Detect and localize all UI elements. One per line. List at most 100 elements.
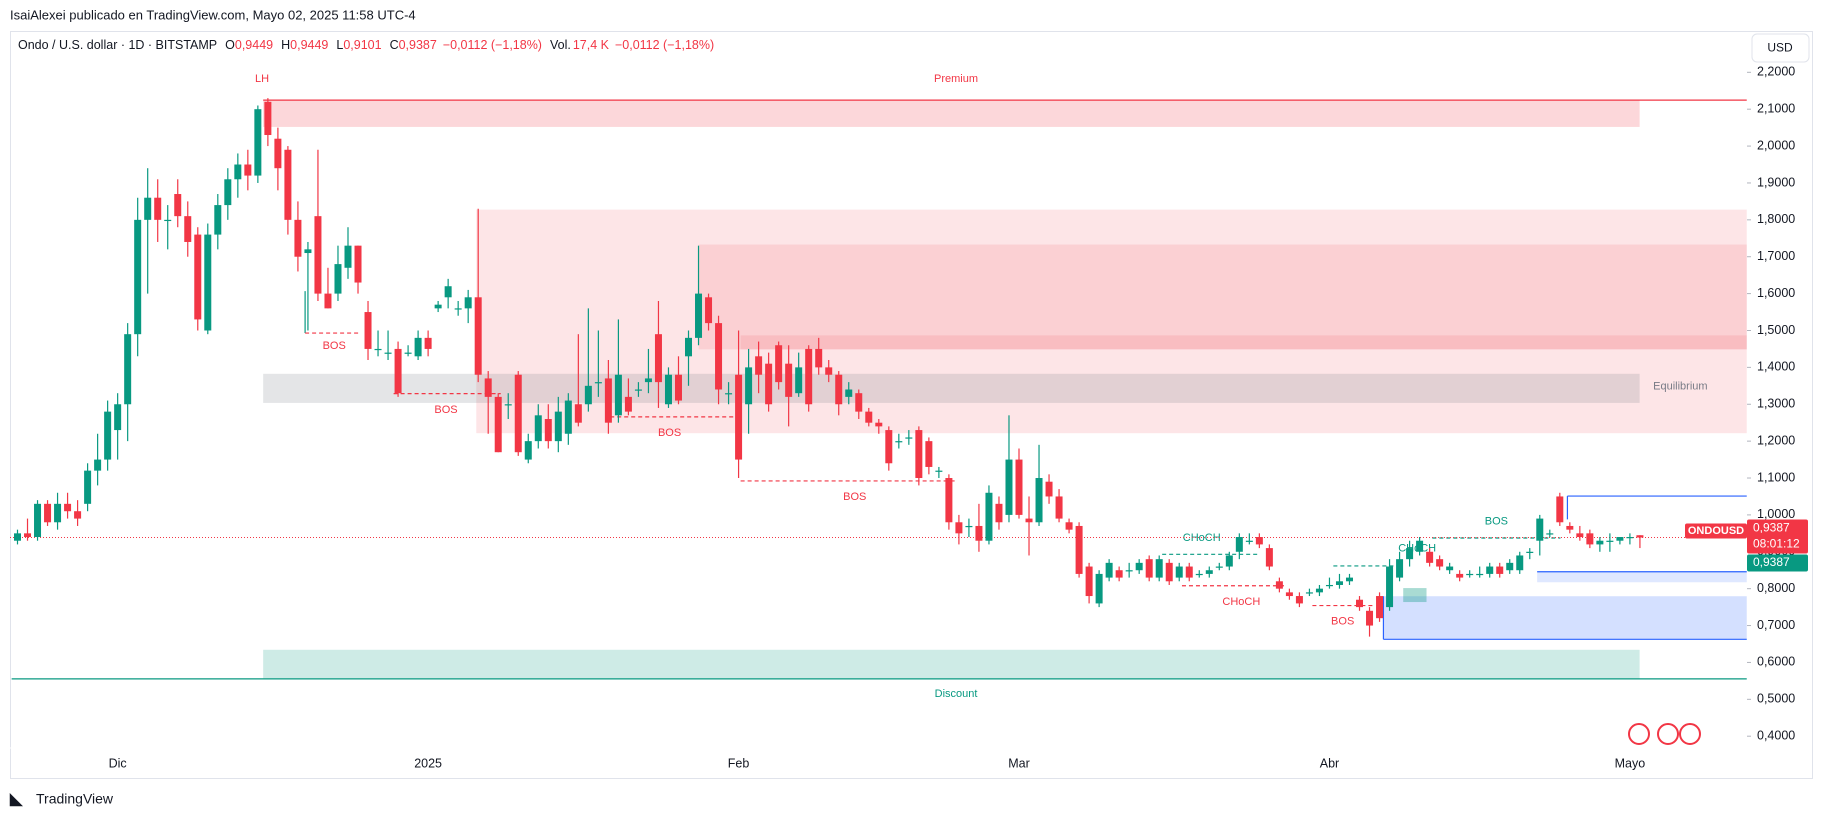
- candle-body: [1596, 540, 1604, 545]
- y-tick-label: 1,0000: [1757, 507, 1795, 521]
- candle-body: [745, 367, 753, 405]
- ohlc-label: H: [281, 38, 290, 52]
- candle-body: [454, 308, 462, 310]
- candle-body: [765, 363, 773, 405]
- candle-body: [935, 470, 943, 472]
- candle-body: [544, 419, 552, 442]
- candle-body: [364, 312, 372, 349]
- candle-body: [1135, 562, 1143, 571]
- candle-body: [1466, 573, 1474, 576]
- brand-name: TradingView: [36, 791, 114, 807]
- candle-body: [815, 348, 823, 368]
- ohlc-label: C: [390, 38, 399, 52]
- candle-body: [805, 348, 813, 405]
- zone: [476, 209, 1747, 434]
- candle-body: [1275, 581, 1283, 589]
- currency-label[interactable]: USD: [1767, 41, 1793, 55]
- candle-body: [695, 293, 703, 338]
- volume-label: Vol.: [550, 38, 571, 52]
- candle-body: [875, 422, 883, 427]
- candle-body: [514, 374, 522, 453]
- annotation: CHoCH: [1222, 596, 1260, 608]
- zone: [698, 244, 1747, 350]
- candle-body: [244, 164, 252, 176]
- volume-value: 17,4 K: [573, 38, 610, 52]
- price-tag-box: [1747, 519, 1808, 554]
- candle-body: [114, 404, 122, 431]
- candle-body: [1315, 588, 1323, 593]
- candle-body: [314, 216, 322, 294]
- countdown: 08:01:12: [1753, 537, 1800, 551]
- candle-body: [1075, 525, 1083, 574]
- candle-body: [394, 348, 402, 394]
- candle-body: [474, 297, 482, 375]
- candle-body: [84, 470, 92, 504]
- zone: [1537, 571, 1747, 583]
- ohlc-label: L: [336, 38, 343, 52]
- candle-body: [674, 374, 682, 401]
- candle-body: [1105, 562, 1113, 578]
- price-tag: 0,9387: [1753, 521, 1790, 535]
- candle-body: [1255, 537, 1263, 545]
- symbol-tag: ONDOUSD: [1688, 525, 1744, 537]
- candle-body: [1155, 559, 1163, 578]
- event-icon: [1628, 723, 1650, 745]
- candle-body: [54, 503, 62, 523]
- zone: [263, 100, 1640, 127]
- candle-body: [995, 503, 1003, 523]
- volume-change: −0,0112 (−1,18%): [615, 38, 714, 52]
- candle-body: [1556, 496, 1564, 523]
- candle-body: [755, 356, 763, 375]
- candle-body: [1195, 573, 1203, 576]
- candle-body: [1376, 596, 1384, 619]
- candle-body: [634, 389, 642, 391]
- candle-body: [1165, 562, 1173, 582]
- candle-body: [1496, 566, 1504, 574]
- candle-body: [1606, 540, 1614, 542]
- candle-body: [865, 411, 873, 423]
- candle-body: [1436, 559, 1444, 567]
- candle-body: [354, 245, 362, 283]
- annotation: Discount: [935, 688, 978, 700]
- candle-body: [965, 525, 973, 528]
- annotation: BOS: [843, 491, 866, 503]
- candle-body: [705, 297, 713, 324]
- candle-body: [64, 503, 72, 512]
- candle-body: [294, 219, 302, 257]
- candle-body: [845, 389, 853, 397]
- candle-body: [1025, 518, 1033, 523]
- candle-body: [14, 533, 21, 541]
- candle-body: [1205, 570, 1213, 574]
- candle-body: [1526, 551, 1534, 553]
- candle-body: [825, 367, 833, 375]
- ohlc-value: 0,9449: [290, 38, 328, 52]
- candle-body: [1546, 533, 1554, 535]
- candle-body: [1005, 459, 1013, 515]
- price-tag: 0,9387: [1753, 555, 1790, 569]
- legend-row: Ondo / U.S. dollar · 1D · BITSTAMP O0,944…: [18, 38, 714, 52]
- candle-body: [34, 503, 42, 538]
- y-tick-label: 0,6000: [1757, 655, 1795, 669]
- candle-body: [1145, 559, 1153, 578]
- y-tick-label: 0,7000: [1757, 618, 1795, 632]
- y-tick-label: 1,1000: [1757, 470, 1795, 484]
- x-tick-label: Mar: [1008, 756, 1030, 770]
- candle-body: [1446, 566, 1454, 571]
- currency-button[interactable]: [1751, 33, 1810, 63]
- symbol-tag-box: [1685, 523, 1747, 539]
- annotation: BOS: [323, 340, 346, 352]
- candle-body: [534, 415, 542, 442]
- price-tag-box: [1747, 554, 1808, 572]
- candle-body: [685, 337, 693, 357]
- candle-body: [725, 393, 733, 395]
- candle-body: [424, 337, 432, 349]
- x-tick-label: Abr: [1320, 756, 1339, 770]
- candle-body: [584, 385, 592, 405]
- candle-body: [1586, 533, 1594, 545]
- candle-body: [1356, 599, 1364, 608]
- candle-body: [324, 293, 332, 309]
- candle-body: [945, 478, 953, 523]
- candle-body: [955, 522, 963, 534]
- symbol-name: Ondo / U.S. dollar · 1D · BITSTAMP: [18, 38, 217, 52]
